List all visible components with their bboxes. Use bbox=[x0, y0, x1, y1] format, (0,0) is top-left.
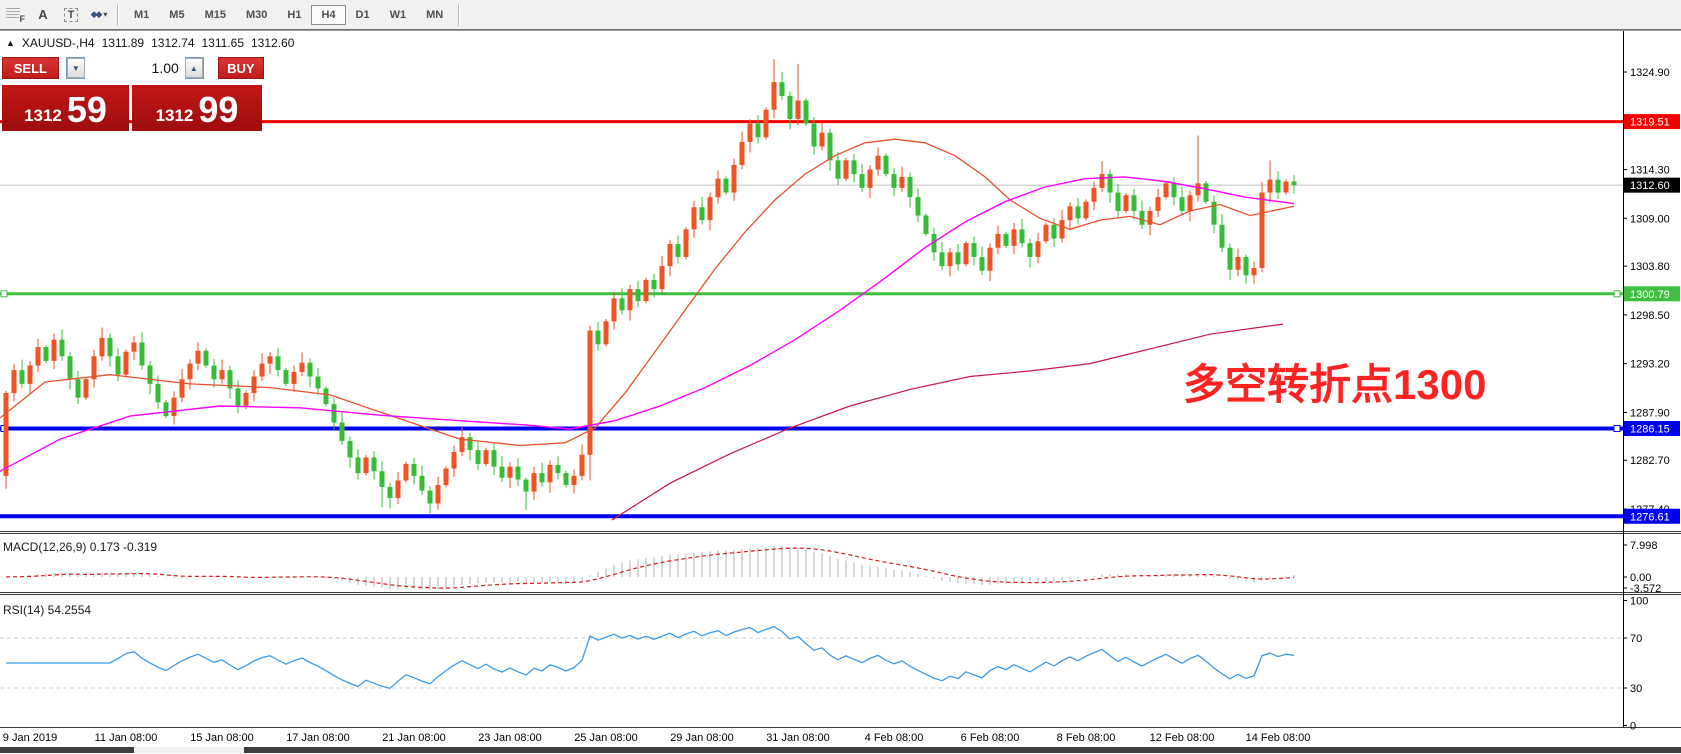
macd-histogram bbox=[13, 546, 1295, 590]
ohlc-low: 1311.65 bbox=[201, 36, 245, 50]
ask-price-box[interactable]: 1312 99 bbox=[132, 85, 262, 131]
date-axis-label: 23 Jan 08:00 bbox=[478, 732, 542, 744]
date-axis-label: 17 Jan 08:00 bbox=[286, 732, 350, 744]
current-price-tag-text: 1312.60 bbox=[1630, 180, 1670, 192]
date-axis-label: 4 Feb 08:00 bbox=[865, 732, 924, 744]
ask-minor: 99 bbox=[198, 89, 239, 131]
date-axis-label: 6 Feb 08:00 bbox=[961, 732, 1020, 744]
rsi-axis-label: 100 bbox=[1630, 596, 1648, 608]
text-tool-glyph: A bbox=[38, 7, 48, 22]
shapes-glyph: ◆◆ bbox=[90, 9, 103, 19]
rsi-axis-label: 30 bbox=[1630, 683, 1642, 695]
resistance-line-price-tag-text: 1319.51 bbox=[1630, 117, 1670, 129]
tf-button-h4[interactable]: H4 bbox=[311, 4, 346, 25]
date-axis-label: 15 Jan 08:00 bbox=[190, 732, 254, 744]
volume-input[interactable] bbox=[84, 57, 185, 79]
bid-minor: 59 bbox=[66, 89, 107, 131]
tf-button-m15[interactable]: M15 bbox=[204, 8, 226, 21]
toolbar-separator bbox=[458, 3, 461, 26]
chevron-down-icon: ▾ bbox=[103, 10, 108, 19]
date-axis-label: 9 Jan 2019 bbox=[3, 732, 57, 744]
price-axis-label: 1314.30 bbox=[1630, 165, 1670, 177]
ohlc-close: 1312.60 bbox=[251, 36, 295, 50]
rsi-label: RSI(14) 54.2554 bbox=[3, 603, 91, 617]
rsi-line bbox=[6, 625, 1295, 690]
support-line-1-handle[interactable] bbox=[1613, 424, 1621, 432]
fast-ma[interactable] bbox=[0, 138, 1295, 447]
bid-major: 1312 bbox=[24, 106, 62, 125]
support-line-1-price-tag-text: 1286.15 bbox=[1630, 423, 1670, 435]
medium-ma[interactable] bbox=[0, 176, 1295, 472]
tf-button-m5[interactable]: M5 bbox=[169, 8, 185, 21]
toolbar-separator bbox=[117, 3, 119, 26]
collapse-triangle-icon[interactable]: ▲ bbox=[6, 38, 15, 48]
tf-button-w1[interactable]: W1 bbox=[389, 8, 407, 21]
text-tool-icon[interactable]: A bbox=[30, 4, 56, 26]
macd-label: MACD(12,26,9) 0.173 -0.319 bbox=[3, 540, 157, 554]
tf-button-m30[interactable]: M30 bbox=[245, 8, 268, 21]
bid-price-box[interactable]: 1312 59 bbox=[2, 85, 129, 131]
date-axis-label: 12 Feb 08:00 bbox=[1150, 732, 1215, 744]
date-axis-label: 31 Jan 08:00 bbox=[766, 732, 830, 744]
ohlc-open: 1311.89 bbox=[101, 36, 145, 50]
support-line-2-price-tag-text: 1276.61 bbox=[1630, 511, 1670, 523]
rsi-axis-label: 0 bbox=[1630, 721, 1636, 733]
current-price-tag bbox=[1624, 177, 1680, 193]
volume-stepper: ▼ ▲ bbox=[65, 57, 204, 79]
support-line-1-price-tag bbox=[1624, 420, 1680, 436]
horizontal-scrollbar-track[interactable] bbox=[0, 747, 1681, 753]
price-axis-label: 1287.90 bbox=[1630, 407, 1670, 419]
dots-grid-icon bbox=[6, 7, 20, 20]
macd-signal-line bbox=[5, 547, 1295, 589]
one-click-trading-panel: SELL ▼ ▲ BUY 1312 59 1312 99 bbox=[2, 57, 264, 131]
macd-axis-label: -3.572 bbox=[1630, 583, 1661, 595]
date-axis-label: 8 Feb 08:00 bbox=[1057, 732, 1116, 744]
symbol-ohlc-bar: ▲ XAUUSD-,H4 1311.89 1312.74 1311.65 131… bbox=[6, 36, 294, 50]
pivot-line-price-tag bbox=[1624, 286, 1680, 302]
date-axis-label: 21 Jan 08:00 bbox=[382, 732, 446, 744]
tf-button-d1[interactable]: D1 bbox=[355, 8, 370, 21]
price-axis-label: 1324.90 bbox=[1630, 67, 1670, 79]
tf-button-h1[interactable]: H1 bbox=[287, 8, 302, 21]
chart-annotation-text[interactable]: 多空转折点1300 bbox=[1183, 361, 1486, 408]
price-axis-label: 1309.00 bbox=[1630, 213, 1670, 225]
slow-ma[interactable] bbox=[611, 323, 1284, 521]
price-axis-label: 1293.20 bbox=[1630, 359, 1670, 371]
shapes-tool-icon[interactable]: ◆◆ ▾ bbox=[86, 4, 112, 26]
pivot-line-handle[interactable] bbox=[0, 290, 8, 298]
text-label-tool-icon[interactable]: T bbox=[58, 4, 84, 26]
buy-button[interactable]: BUY bbox=[217, 57, 264, 79]
date-axis-label: 11 Jan 08:00 bbox=[95, 732, 158, 744]
ohlc-high: 1312.74 bbox=[151, 36, 195, 50]
support-line-2-price-tag bbox=[1624, 508, 1680, 524]
resistance-line-price-tag bbox=[1624, 114, 1680, 130]
pivot-line-price-tag-text: 1300.79 bbox=[1630, 289, 1670, 301]
date-axis-label: 14 Feb 08:00 bbox=[1246, 732, 1311, 744]
ask-major: 1312 bbox=[155, 106, 194, 125]
tf-button-m1[interactable]: M1 bbox=[134, 8, 150, 21]
date-axis-label: 29 Jan 08:00 bbox=[670, 732, 734, 744]
price-axis-label: 1298.50 bbox=[1630, 310, 1670, 322]
volume-increase-button[interactable]: ▲ bbox=[184, 58, 203, 78]
date-axis-label: 25 Jan 08:00 bbox=[574, 732, 638, 744]
volume-decrease-button[interactable]: ▼ bbox=[66, 58, 85, 78]
price-axis-label: 1282.70 bbox=[1630, 455, 1670, 467]
macd-axis-label: 0.00 bbox=[1630, 572, 1651, 584]
symbol-name: XAUUSD-,H4 bbox=[21, 36, 95, 50]
rsi-axis-label: 70 bbox=[1630, 633, 1642, 645]
macd-axis-label: 7.998 bbox=[1630, 540, 1658, 552]
tf-button-mn[interactable]: MN bbox=[426, 8, 444, 21]
pivot-line-handle[interactable] bbox=[1613, 290, 1621, 298]
candles-layer bbox=[3, 59, 1297, 514]
text-label-glyph: T bbox=[63, 7, 79, 22]
horizontal-scrollbar-thumb[interactable] bbox=[134, 747, 244, 753]
indicator-list-icon-label: F bbox=[18, 13, 25, 24]
indicator-list-icon[interactable]: F bbox=[2, 4, 28, 26]
sell-button[interactable]: SELL bbox=[2, 57, 59, 79]
price-axis-label: 1303.80 bbox=[1630, 261, 1670, 273]
toolbar: F A T ◆◆ ▾ M1 M5 M15 M30 H1 H4 D1 W1 MN bbox=[0, 0, 1681, 30]
